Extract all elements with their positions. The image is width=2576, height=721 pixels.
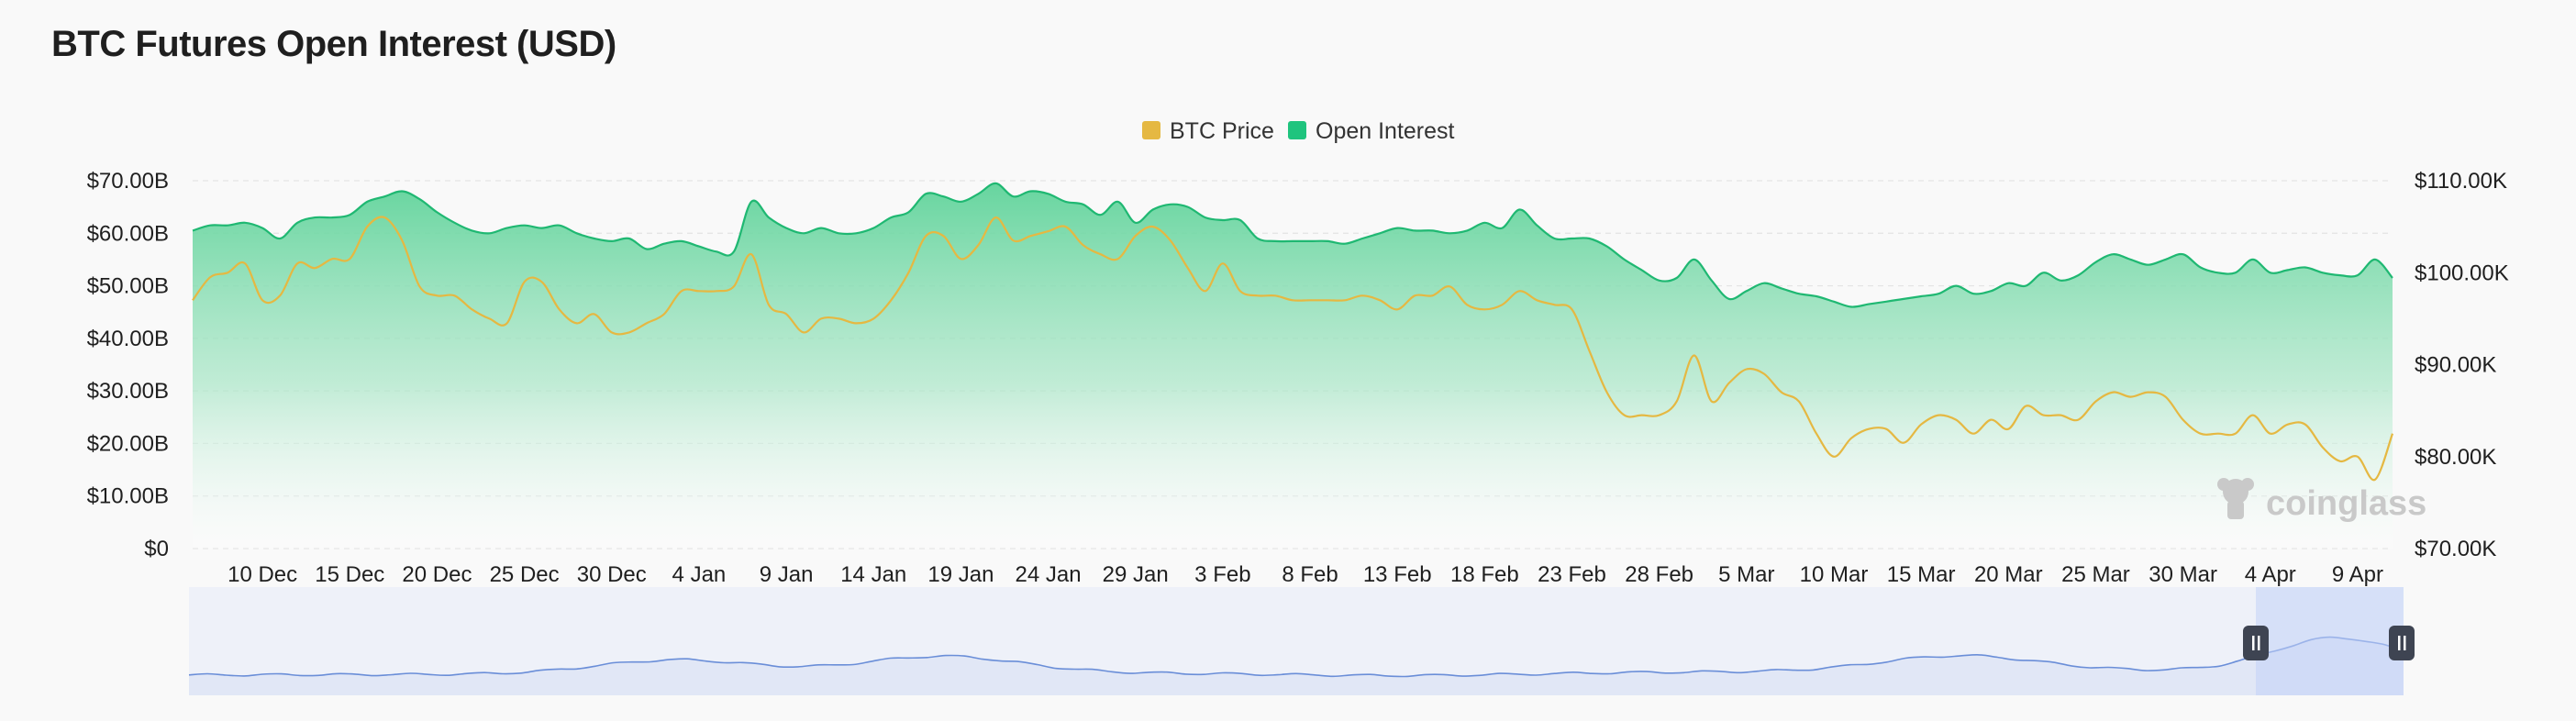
y-left-tick-label: $60.00B — [87, 221, 169, 246]
y-left-tick-label: $30.00B — [87, 379, 169, 404]
navigator-area — [189, 637, 2404, 695]
x-tick-label: 4 Apr — [2245, 562, 2296, 587]
legend-label-open-interest: Open Interest — [1316, 118, 1455, 144]
y-left-tick-label: $50.00B — [87, 274, 169, 299]
x-tick-label: 25 Dec — [490, 562, 560, 587]
page-title: BTC Futures Open Interest (USD) — [51, 24, 616, 64]
x-tick-label: 15 Dec — [315, 562, 384, 587]
x-tick-label: 14 Jan — [840, 562, 906, 587]
x-tick-label: 15 Mar — [1887, 562, 1956, 587]
x-tick-label: 25 Mar — [2061, 562, 2130, 587]
y-right-tick-label: $70.00K — [2415, 537, 2496, 561]
navigator-selected-window[interactable] — [2256, 587, 2404, 695]
x-tick-label: 19 Jan — [927, 562, 994, 587]
x-tick-label: 10 Dec — [228, 562, 297, 587]
x-tick-label: 28 Feb — [1625, 562, 1693, 587]
watermark-text: coinglass — [2266, 484, 2426, 523]
x-axis: 10 Dec 15 Dec 20 Dec 25 Dec 30 Dec 4 Jan 9 Jan… — [228, 562, 2383, 587]
legend-swatch-open-interest — [1288, 121, 1306, 139]
x-tick-label: 18 Feb — [1450, 562, 1519, 587]
y-left-tick-label: $70.00B — [87, 169, 169, 194]
navigator-line — [188, 636, 2404, 678]
open-interest-line — [192, 182, 2393, 308]
y-left-tick-label: $20.00B — [87, 431, 169, 456]
legend-swatch-btc-price — [1142, 121, 1160, 139]
x-tick-label: 9 Apr — [2332, 562, 2383, 587]
y-left-tick-label: $0 — [144, 537, 169, 561]
open-interest-area — [193, 183, 2393, 549]
x-tick-label: 10 Mar — [1800, 562, 1869, 587]
y-axis-right: $70.00K $80.00K $90.00K $100.00K $110.00K — [2415, 169, 2509, 561]
x-tick-label: 30 Dec — [577, 562, 647, 587]
x-tick-label: 23 Feb — [1538, 562, 1606, 587]
x-tick-label: 30 Mar — [2149, 562, 2217, 587]
x-tick-label: 5 Mar — [1718, 562, 1774, 587]
legend-item-open-interest[interactable]: Open Interest — [1288, 118, 1455, 144]
navigator-handle-left[interactable] — [2243, 626, 2269, 660]
coinglass-logo-icon — [2217, 478, 2254, 519]
y-right-tick-label: $80.00K — [2415, 445, 2496, 470]
x-tick-label: 20 Mar — [1974, 562, 2043, 587]
x-tick-label: 8 Feb — [1282, 562, 1338, 587]
x-tick-label: 20 Dec — [402, 562, 472, 587]
chart-legend: BTC Price Open Interest — [1142, 118, 1455, 144]
x-tick-label: 24 Jan — [1016, 562, 1082, 587]
x-tick-label: 3 Feb — [1194, 562, 1250, 587]
y-axis-left: $0 $10.00B $20.00B $30.00B $40.00B $50.00B $60… — [87, 169, 169, 561]
x-tick-label: 13 Feb — [1363, 562, 1432, 587]
y-right-tick-label: $110.00K — [2415, 169, 2507, 194]
y-right-tick-label: $100.00K — [2415, 261, 2509, 285]
x-tick-label: 9 Jan — [760, 562, 814, 587]
navigator-handle-right[interactable] — [2389, 626, 2415, 660]
x-tick-label: 4 Jan — [672, 562, 727, 587]
coinglass-watermark: coinglass — [2217, 478, 2426, 523]
y-left-tick-label: $10.00B — [87, 484, 169, 509]
legend-item-btc-price[interactable]: BTC Price — [1142, 118, 1274, 144]
btc-price-line — [192, 216, 2394, 482]
x-tick-label: 29 Jan — [1103, 562, 1169, 587]
range-navigator[interactable] — [188, 587, 2415, 695]
legend-label-btc-price: BTC Price — [1170, 118, 1274, 144]
y-left-tick-label: $40.00B — [87, 327, 169, 351]
y-right-tick-label: $90.00K — [2415, 353, 2496, 378]
